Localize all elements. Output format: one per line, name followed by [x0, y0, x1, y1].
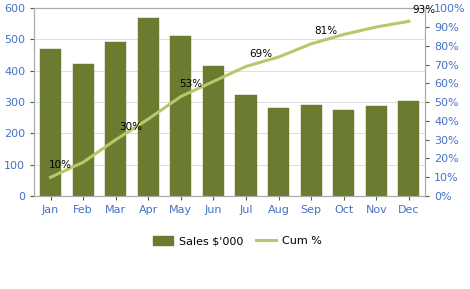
Bar	[235, 95, 257, 196]
Text: 81%: 81%	[314, 26, 337, 36]
Text: 53%: 53%	[179, 79, 203, 89]
Legend: Sales $'000, Cum %: Sales $'000, Cum %	[149, 231, 326, 251]
Bar	[105, 42, 126, 196]
Text: 93%: 93%	[412, 5, 435, 15]
Text: 30%: 30%	[119, 122, 142, 132]
Bar	[398, 101, 420, 196]
Bar	[366, 106, 387, 196]
Text: 69%: 69%	[249, 49, 273, 59]
Bar	[333, 110, 354, 196]
Bar	[138, 18, 159, 196]
Bar	[72, 64, 94, 196]
Bar	[40, 49, 61, 196]
Bar	[301, 105, 322, 196]
Bar	[268, 108, 289, 196]
Text: 10%: 10%	[49, 160, 72, 170]
Bar	[170, 36, 191, 196]
Bar	[203, 66, 224, 196]
